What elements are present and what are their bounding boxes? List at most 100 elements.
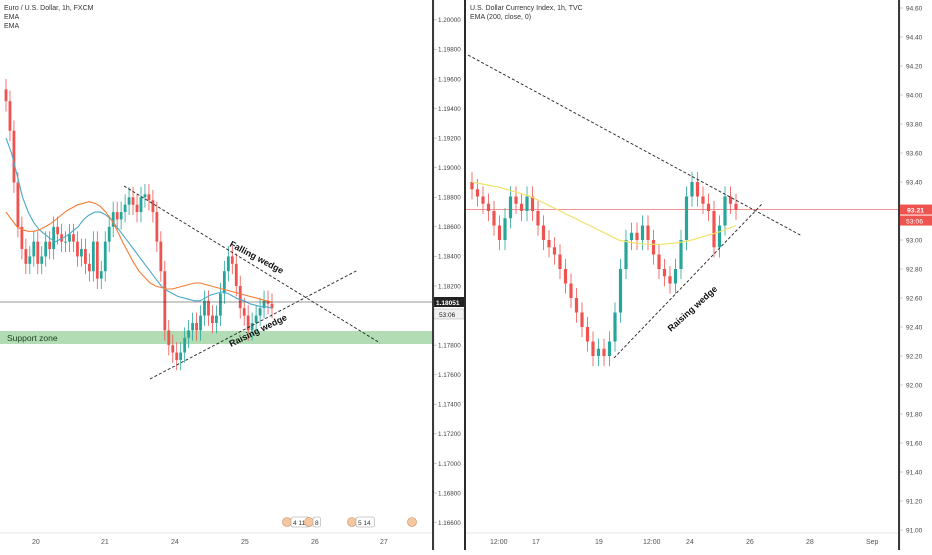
candle-body (470, 182, 474, 190)
candle-body (191, 322, 194, 331)
candle-body (503, 218, 507, 240)
falling-trend-line (467, 54, 803, 237)
candle-body (679, 240, 683, 269)
eurusd-price-scale[interactable]: 1.20000 1.19800 1.19600 1.19400 1.19200 1.190… (433, 0, 465, 550)
y-tick-label: 1.19000 (438, 165, 461, 172)
candle-body (629, 232, 634, 240)
candle-body (203, 300, 206, 316)
candle-body (24, 249, 28, 264)
y-tick-label: 1.18200 (438, 283, 461, 290)
candle-body (16, 182, 20, 227)
candle-body (734, 203, 738, 210)
x-tick-label: 24 (686, 539, 694, 546)
legend-symbol: U.S. Dollar Currency Index, 1h, TVC (470, 5, 583, 12)
candle-body (668, 276, 672, 284)
y-tick-label: 93.00 (906, 237, 923, 244)
candle-body (558, 254, 562, 269)
y-tick-label: 1.18800 (438, 195, 461, 202)
candle-body (695, 182, 700, 197)
candle-body (618, 269, 623, 313)
countdown-tag (900, 215, 932, 226)
candle-body (657, 254, 661, 269)
candle-body (95, 241, 99, 279)
candle-body (607, 341, 612, 356)
candle-body (262, 300, 266, 309)
candle-body (536, 211, 540, 226)
candle-body (258, 308, 262, 316)
candle-body (56, 226, 60, 235)
x-tick-label: 20 (32, 539, 40, 546)
support-zone (0, 331, 432, 344)
candle-body (486, 203, 491, 211)
ema-fast-line (5, 137, 273, 309)
candle-body (20, 226, 24, 250)
dxy-price-scale[interactable]: 94.6094.4094.2094.0093.8093.6093.4093.20… (899, 0, 932, 550)
eurusd-chart-pane[interactable]: Support zone Falling wedge Raising wedge 4 … (0, 0, 432, 550)
candle-body (728, 196, 733, 204)
y-tick-label: 94.40 (906, 34, 923, 41)
candle-body (635, 232, 639, 240)
raising-wedge-line (613, 203, 763, 359)
legend-ema: EMA (200, close, 0) (470, 14, 532, 21)
candle-body (492, 211, 496, 226)
candle-body (662, 269, 667, 277)
x-tick-label: 28 (806, 539, 814, 546)
candle-body (147, 194, 151, 201)
candle-body (706, 203, 711, 211)
candle-body (238, 286, 242, 309)
candle-body (624, 240, 628, 269)
y-tick-label: 1.18400 (438, 254, 461, 261)
y-tick-label: 1.16600 (438, 520, 461, 527)
layout-gap (464, 0, 466, 550)
y-tick-label: 94.20 (906, 63, 923, 70)
candle-body (44, 241, 48, 257)
ema-slow-line (5, 201, 273, 303)
pane-divider (432, 0, 434, 550)
candle-body (91, 241, 95, 272)
candle-body (80, 249, 83, 257)
candle-body (475, 189, 480, 197)
dxy-chart-pane[interactable]: Raising wedge 12:00 17 19 12:00 24 26 28 Sep U.S… (466, 0, 898, 550)
y-tick-label: 91.00 (906, 527, 923, 534)
candle-body (519, 203, 524, 211)
candle-body (481, 196, 485, 204)
x-tick-label: 12:00 (490, 539, 508, 546)
candle-body (530, 196, 535, 211)
y-tick-label: 91.80 (906, 411, 923, 418)
candle-body (580, 312, 584, 327)
x-tick-label: 19 (595, 539, 603, 546)
last-price-value: 1.18051 (436, 300, 460, 307)
candle-body (4, 89, 8, 102)
candle-body (111, 212, 115, 227)
x-tick-label: 27 (380, 539, 388, 546)
candle-body (712, 211, 716, 248)
candle-body (119, 212, 123, 220)
candle-body (8, 101, 12, 131)
candle-body (230, 256, 234, 264)
y-tick-label: 1.17800 (438, 342, 461, 349)
candle-body (640, 225, 645, 240)
y-tick-label: 1.17400 (438, 402, 461, 409)
event-badge (312, 516, 321, 528)
candle-body (701, 196, 705, 204)
dxy-chart[interactable]: Raising wedge 12:00 17 19 12:00 24 26 28 Sep (466, 0, 898, 550)
candle-body (541, 225, 546, 240)
candle-body (646, 225, 650, 240)
candle-body (596, 348, 601, 356)
event-icon (407, 517, 417, 527)
candle-body (613, 312, 617, 342)
candle-body (171, 345, 175, 353)
event-badge-count: 8 (315, 520, 319, 527)
y-tick-label: 1.19600 (438, 76, 461, 83)
candle-body (717, 225, 722, 248)
y-tick-label: 1.17000 (438, 461, 461, 468)
candle-body (179, 352, 183, 360)
x-tick-label: 26 (311, 539, 319, 546)
candle-body (250, 322, 254, 331)
candle-body (187, 330, 191, 338)
y-tick-label: 91.40 (906, 469, 923, 476)
x-tick-label: Sep (866, 539, 879, 546)
candle-body (123, 204, 127, 213)
x-tick-label: 26 (746, 539, 754, 546)
